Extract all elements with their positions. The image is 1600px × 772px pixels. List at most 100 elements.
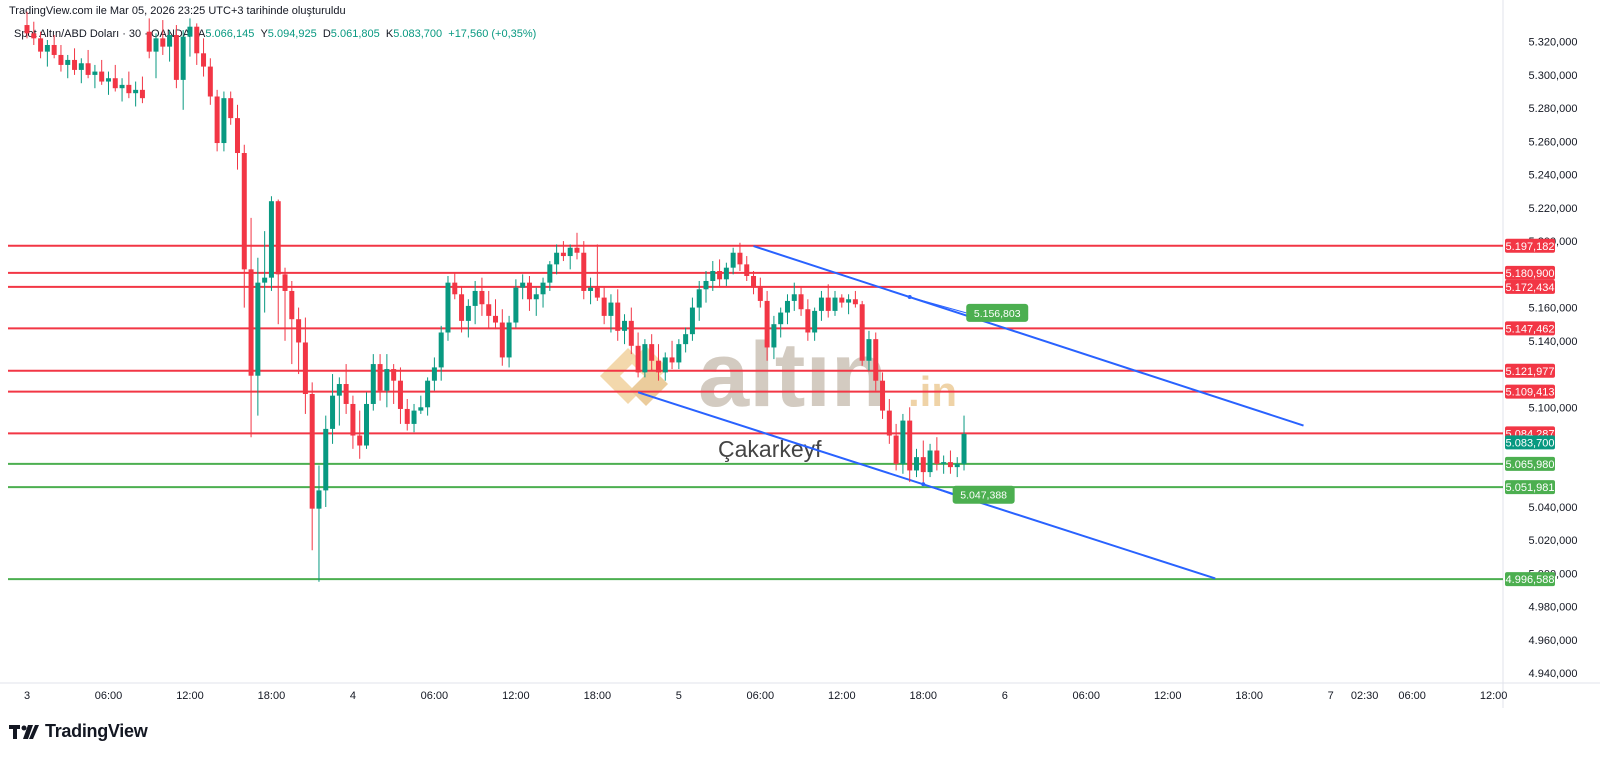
candle-body xyxy=(784,300,790,313)
candle-body xyxy=(38,38,44,52)
candle-body xyxy=(397,380,403,409)
watermark-text: altın xyxy=(698,324,887,426)
candle-body xyxy=(302,342,308,394)
symbol-name[interactable]: Spot Altın/ABD Doları · 30 · OANDA xyxy=(14,28,190,40)
callouts: 5.156,803 5.047,388 xyxy=(907,295,1029,504)
candle-body xyxy=(228,98,234,119)
candle-body xyxy=(839,297,845,303)
candle-body xyxy=(744,264,750,276)
candle-body xyxy=(445,282,451,333)
tradingview-logo-icon xyxy=(9,724,39,739)
candle-body xyxy=(683,334,689,345)
candle-body xyxy=(411,410,417,424)
candle-body xyxy=(112,78,118,89)
level-badge-label: 4.996,588 xyxy=(1506,574,1555,586)
high-label: Y xyxy=(260,28,268,40)
candle-body xyxy=(146,31,152,52)
candle-body xyxy=(201,53,207,67)
candle-body xyxy=(689,307,695,335)
callout-box xyxy=(966,303,1029,322)
candle-body xyxy=(221,98,227,144)
candle-body xyxy=(99,71,105,82)
change-value: +17,560 (+0,35%) xyxy=(448,28,537,40)
candle-body xyxy=(262,277,268,283)
level-badge xyxy=(1505,384,1555,399)
footer-logo-text: TradingView xyxy=(45,721,148,741)
candle-body xyxy=(818,297,824,311)
candle-body xyxy=(886,410,892,436)
callout-anchor xyxy=(921,482,926,487)
candle-body xyxy=(737,252,743,265)
watermark-subtitle: Çakarkeyf xyxy=(718,436,822,462)
candle-body xyxy=(506,322,512,358)
candle-body xyxy=(717,271,723,280)
candlesticks xyxy=(24,11,967,582)
candle-body xyxy=(920,457,926,473)
candle-body xyxy=(941,462,947,464)
y-tick-label: 5.320,000 xyxy=(1529,37,1578,49)
price-axis-background[interactable] xyxy=(1503,0,1600,708)
callout-anchor xyxy=(907,295,912,300)
candle-body xyxy=(139,89,145,99)
candle-body xyxy=(357,435,363,446)
candle-body xyxy=(642,344,648,373)
x-tick-label: 06:00 xyxy=(747,690,775,702)
candle-body xyxy=(547,264,553,283)
candle-body xyxy=(309,393,315,509)
candle-body xyxy=(425,380,431,408)
candle-body xyxy=(825,297,831,311)
x-tick-label: 06:00 xyxy=(95,690,123,702)
level-badge xyxy=(1505,480,1555,495)
level-badge xyxy=(1505,572,1555,587)
candle-body xyxy=(370,364,376,404)
candle-body xyxy=(900,420,906,464)
candle-body xyxy=(160,38,166,47)
level-badge xyxy=(1505,265,1555,280)
candle-body xyxy=(92,71,98,75)
candle-body xyxy=(24,25,30,34)
candle-body xyxy=(364,403,369,446)
candle-body xyxy=(438,332,444,368)
candle-body xyxy=(275,201,281,275)
price-axis-badges: 5.197,182 5.180,900 5.172,434 5.147,462 5.12… xyxy=(1505,238,1555,587)
level-badge-label: 5.065,980 xyxy=(1506,459,1555,471)
candle-body xyxy=(764,300,770,348)
candle-body xyxy=(207,66,213,97)
x-tick-label: 18:00 xyxy=(584,690,612,702)
callout-label: 5.156,803 xyxy=(974,308,1021,320)
candle-body xyxy=(608,302,614,316)
candle-body xyxy=(852,299,858,305)
callout-label: 5.047,388 xyxy=(960,490,1007,502)
candle-body xyxy=(72,59,78,70)
candle-body xyxy=(58,54,64,65)
candle-body xyxy=(696,289,702,308)
candle-body xyxy=(126,84,132,94)
x-tick-label: 5 xyxy=(676,690,682,702)
level-badge xyxy=(1505,456,1555,471)
candle-body xyxy=(404,408,410,424)
footer-logo[interactable]: TradingView xyxy=(9,721,148,742)
candle-body xyxy=(343,384,349,404)
low-label: D xyxy=(322,28,331,40)
candle-body xyxy=(119,84,125,89)
candle-body xyxy=(581,252,587,291)
candle-body xyxy=(316,490,322,509)
x-tick-label: 18:00 xyxy=(910,690,938,702)
candle-body xyxy=(255,282,261,376)
candle-body xyxy=(723,267,729,280)
channel-line-upper xyxy=(753,245,1304,427)
candle-body xyxy=(954,463,960,468)
candle-body xyxy=(601,297,607,316)
candle-body xyxy=(241,153,247,270)
candle-body xyxy=(391,369,397,381)
x-tick-label: 4 xyxy=(350,690,356,702)
symbol-legend: Spot Altın/ABD Doları · 30 · OANDA A5.06… xyxy=(14,28,536,40)
y-tick-label: 5.220,000 xyxy=(1529,203,1578,215)
last-price-label: 5.083,700 xyxy=(1506,437,1555,449)
candle-body xyxy=(234,118,240,154)
candle-body xyxy=(798,294,804,310)
candle-body xyxy=(533,294,539,300)
y-tick-label: 5.160,000 xyxy=(1529,303,1578,315)
callout-box xyxy=(952,485,1015,504)
